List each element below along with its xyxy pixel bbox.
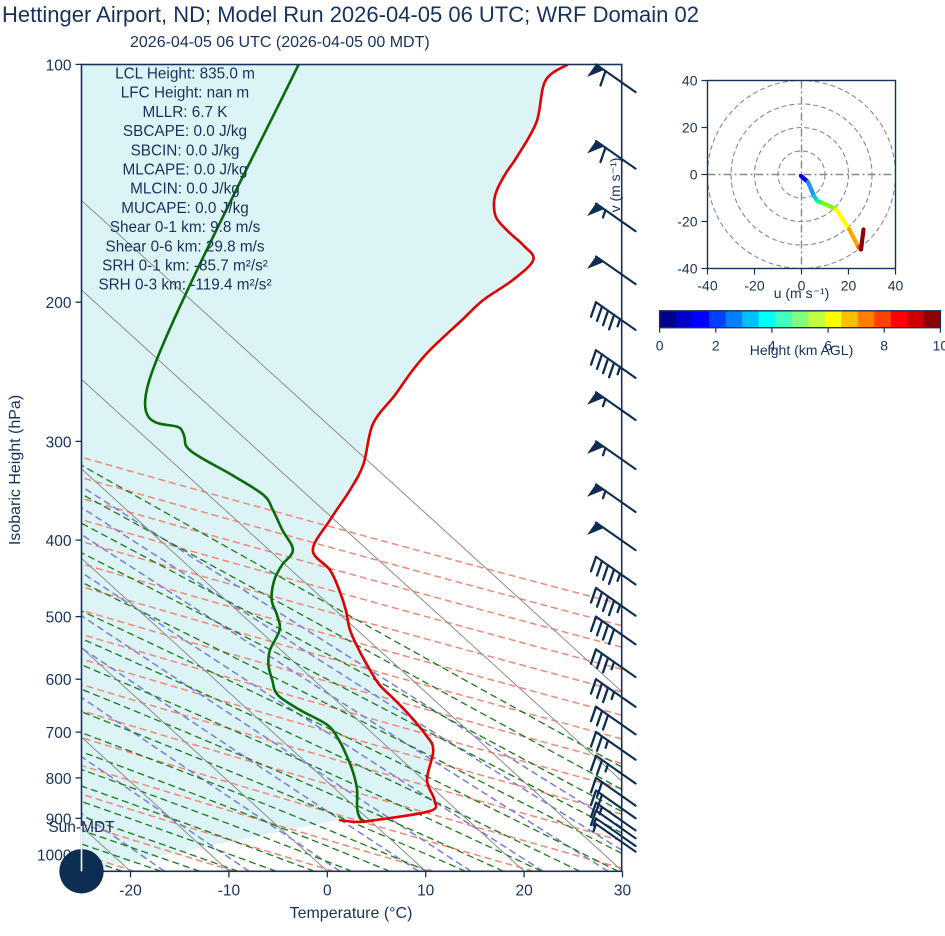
svg-text:200: 200	[46, 295, 72, 312]
svg-text:8: 8	[880, 338, 888, 354]
svg-text:u (m s⁻¹): u (m s⁻¹)	[774, 285, 830, 301]
svg-text:SRH 0-3 km: -119.4 m²/s²: SRH 0-3 km: -119.4 m²/s²	[98, 277, 271, 294]
svg-text:2: 2	[712, 338, 720, 354]
svg-text:500: 500	[46, 610, 72, 627]
svg-text:40: 40	[888, 278, 904, 294]
svg-text:Shear 0-1 km: 9.8 m/s: Shear 0-1 km: 9.8 m/s	[110, 219, 261, 236]
svg-text:LFC Height: nan m: LFC Height: nan m	[121, 85, 249, 102]
svg-text:SRH 0-1 km: -85.7 m²/s²: SRH 0-1 km: -85.7 m²/s²	[102, 258, 268, 275]
svg-text:Hettinger Airport, ND; Model R: Hettinger Airport, ND; Model Run 2026-04…	[2, 2, 699, 27]
svg-text:300: 300	[46, 434, 72, 451]
svg-text:MLLR: 6.7 K: MLLR: 6.7 K	[142, 104, 228, 121]
svg-text:-40: -40	[697, 278, 717, 294]
svg-text:MLCIN: 0.0 J/kg: MLCIN: 0.0 J/kg	[130, 181, 240, 198]
svg-text:40: 40	[682, 73, 698, 89]
svg-text:Isobaric Height (hPa): Isobaric Height (hPa)	[7, 395, 24, 545]
svg-text:800: 800	[46, 771, 72, 788]
svg-text:MUCAPE: 0.0 J/kg: MUCAPE: 0.0 J/kg	[121, 200, 249, 217]
svg-text:30: 30	[614, 882, 632, 899]
svg-text:-20: -20	[744, 278, 764, 294]
svg-text:20: 20	[515, 882, 533, 899]
svg-text:SBCAPE: 0.0 J/kg: SBCAPE: 0.0 J/kg	[123, 123, 247, 140]
svg-text:20: 20	[682, 120, 698, 136]
svg-text:600: 600	[46, 672, 72, 689]
svg-text:v (m s⁻¹): v (m s⁻¹)	[607, 158, 623, 213]
svg-text:10: 10	[933, 338, 945, 354]
svg-text:SBCIN: 0.0 J/kg: SBCIN: 0.0 J/kg	[131, 142, 240, 159]
svg-text:400: 400	[46, 533, 72, 550]
svg-text:-20: -20	[677, 214, 697, 230]
svg-text:Height (km AGL): Height (km AGL)	[750, 342, 853, 358]
svg-text:0: 0	[323, 882, 332, 899]
svg-text:Temperature (°C): Temperature (°C)	[290, 905, 413, 922]
svg-text:10: 10	[417, 882, 435, 899]
svg-text:LCL Height: 835.0 m: LCL Height: 835.0 m	[115, 66, 255, 83]
svg-text:-10: -10	[218, 882, 241, 899]
svg-text:20: 20	[841, 278, 857, 294]
svg-text:0: 0	[690, 167, 698, 183]
svg-text:100: 100	[46, 57, 72, 74]
svg-text:-40: -40	[677, 261, 697, 277]
svg-text:-20: -20	[119, 882, 142, 899]
svg-text:MLCAPE: 0.0 J/kg: MLCAPE: 0.0 J/kg	[123, 162, 248, 179]
svg-text:700: 700	[46, 725, 72, 742]
svg-text:Shear 0-6 km: 29.8 m/s: Shear 0-6 km: 29.8 m/s	[106, 238, 265, 255]
svg-text:0: 0	[656, 338, 664, 354]
svg-text:2026-04-05 06 UTC (2026-04-05: 2026-04-05 06 UTC (2026-04-05 00 MDT)	[130, 34, 430, 51]
